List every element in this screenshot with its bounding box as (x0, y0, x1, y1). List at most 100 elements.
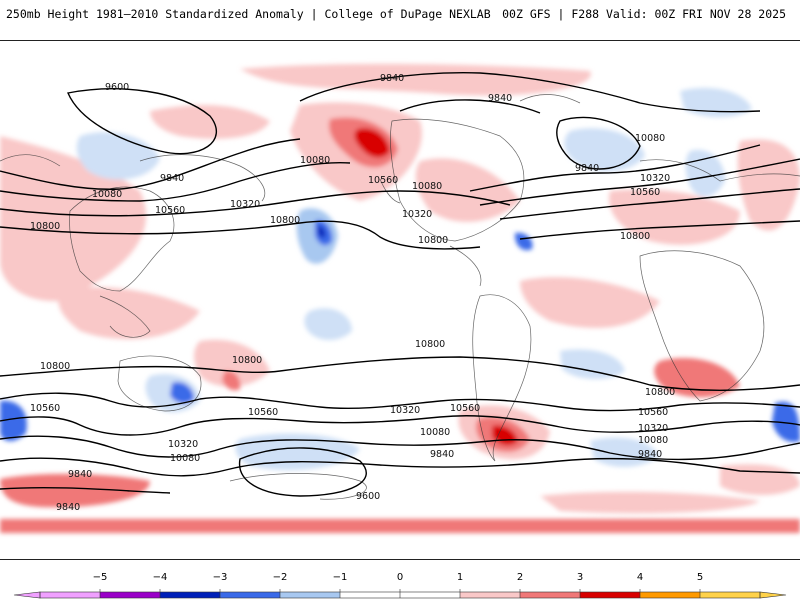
colorbar-tick-label: 1 (456, 572, 464, 583)
contour-line (299, 72, 761, 113)
contour-label: 10320 (168, 439, 198, 450)
colorbar-segment (100, 592, 160, 598)
contour-line (0, 486, 171, 494)
contour-label: 10080 (635, 133, 665, 144)
contour-label: 10080 (300, 155, 330, 166)
colorbar-tick-label: 2 (516, 572, 524, 583)
contour-line (0, 356, 800, 391)
contour-label: 10560 (450, 403, 480, 414)
colorbar-segment (340, 592, 400, 598)
pos-anomaly-region (354, 128, 390, 158)
contour-line (238, 447, 367, 497)
contour-label: 10800 (645, 387, 675, 398)
colorbar-tick-label: 0 (396, 572, 404, 583)
contour-line (469, 144, 761, 192)
contour-line (0, 392, 800, 412)
contour-line (0, 138, 301, 190)
contour-label: 10560 (30, 403, 60, 414)
coastline (139, 154, 266, 202)
model-valid-time: 00Z GFS | F288 Valid: 00Z FRI NOV 28 202… (502, 7, 786, 21)
contour-label: 10080 (420, 427, 450, 438)
contour-label: 10320 (230, 199, 260, 210)
pos-anomaly-region (540, 491, 760, 514)
contour-label: 10560 (368, 175, 398, 186)
contour-label: 10560 (638, 407, 668, 418)
contour-line (399, 99, 541, 114)
pos-anomaly-region (737, 139, 800, 231)
colorbar-segment (520, 592, 580, 598)
colorbar-segment (640, 592, 700, 598)
pos-anomaly-region (194, 339, 270, 387)
neg-anomaly-region (235, 433, 360, 471)
contour-label: 9600 (356, 491, 380, 502)
contour-label: 10320 (390, 405, 420, 416)
header: 250mb Height 1981–2010 Standardized Anom… (0, 0, 800, 38)
coastline (519, 94, 581, 104)
colorbar-tick-label: 5 (696, 572, 704, 583)
coastline (0, 154, 61, 167)
colorbar-arrow-left (13, 591, 41, 599)
contour-label: 10800 (418, 235, 448, 246)
colorbar-segment (580, 592, 640, 598)
colorbar: −5 −4 −3 −2 −1 0 1 2 3 4 5 (0, 572, 800, 600)
pos-anomaly-region (415, 158, 520, 222)
coastline (639, 250, 765, 402)
contour-label: 9840 (56, 502, 80, 513)
coastline (639, 159, 800, 182)
pos-anomaly-region (150, 105, 270, 139)
contour-label: 10080 (170, 453, 200, 464)
contour-label: 10800 (30, 221, 60, 232)
contour-label: 9840 (638, 449, 662, 460)
contour-line (479, 158, 800, 206)
colorbar-segment (160, 592, 220, 598)
colorbar-tick-label: 4 (636, 572, 644, 583)
contour-label: 10080 (412, 181, 442, 192)
contour-labels: 9600 9840 9840 9840 9840 10080 10080 100… (30, 73, 675, 513)
contour-line (0, 415, 800, 436)
neg-anomaly-region (318, 225, 326, 238)
colorbar-arrow-right (759, 591, 787, 599)
colorbar-tick-label: −5 (92, 572, 108, 583)
pos-anomaly-region (520, 277, 660, 328)
coastline (99, 295, 151, 338)
map-panel: 9600 9840 9840 9840 9840 10080 10080 100… (0, 40, 800, 560)
neg-anomaly-region (772, 401, 800, 443)
coastline (390, 118, 525, 242)
contour-line (0, 220, 481, 250)
neg-anomaly-region (680, 87, 752, 118)
contour-line (499, 188, 800, 220)
contour-line (67, 88, 217, 155)
anomaly-map: 9600 9840 9840 9840 9840 10080 10080 100… (0, 63, 800, 533)
coastline (379, 178, 401, 204)
neg-anomaly-region (564, 128, 645, 172)
contour-line (0, 161, 351, 202)
contour-label: 9840 (68, 469, 92, 480)
contour-label: 9840 (488, 93, 512, 104)
colorbar-tick-label: −4 (152, 572, 168, 583)
contour-line (556, 116, 641, 170)
contour-label: 10560 (155, 205, 185, 216)
contour-line (0, 190, 511, 217)
colorbar-tick-label: −1 (332, 572, 348, 583)
neg-anomaly-region (560, 349, 625, 380)
contour-label: 10080 (638, 435, 668, 446)
neg-anomaly-region (514, 232, 533, 251)
pos-anomaly-region (0, 473, 150, 508)
contour-label: 10320 (638, 423, 668, 434)
coastline (449, 245, 482, 287)
colorbar-segment (220, 592, 280, 598)
colorbar-segment (280, 592, 340, 598)
contour-label: 10800 (40, 361, 70, 372)
contour-label: 9840 (575, 163, 599, 174)
contour-line (0, 457, 800, 477)
contour-line (519, 220, 800, 240)
contour-label: 10800 (232, 355, 262, 366)
contour-label: 10560 (630, 187, 660, 198)
pos-anomaly-region (240, 63, 591, 96)
coastline (229, 473, 367, 500)
map-title: 250mb Height 1981–2010 Standardized Anom… (6, 7, 491, 21)
contour-label: 10560 (248, 407, 278, 418)
colorbar-segment (400, 592, 460, 598)
neg-anomaly-region (170, 381, 194, 404)
contour-label: 10080 (92, 189, 122, 200)
